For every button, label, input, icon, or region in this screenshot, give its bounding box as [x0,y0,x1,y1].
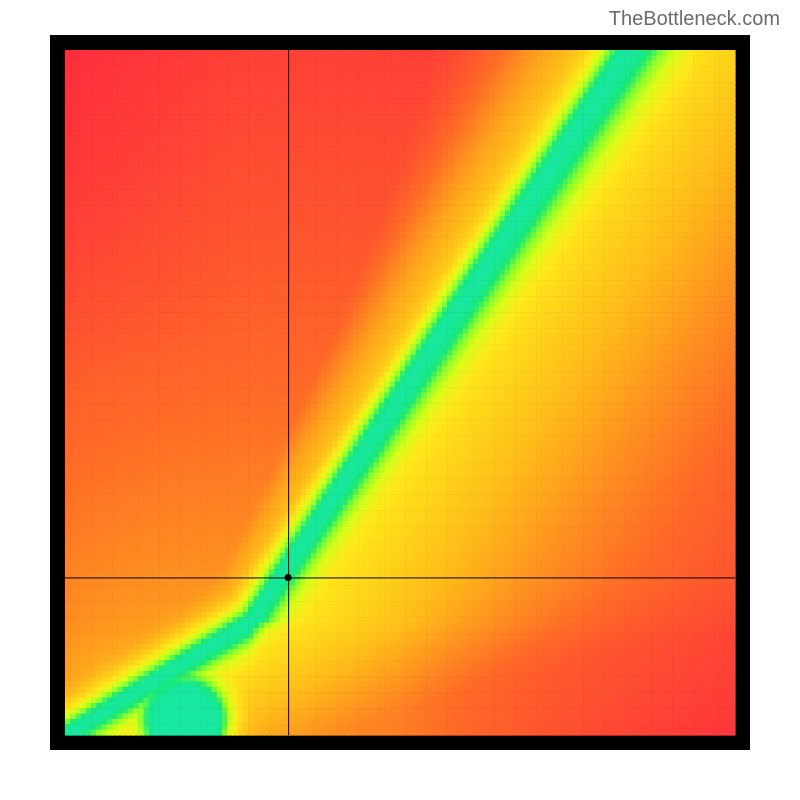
plot-frame [50,35,750,750]
watermark-text: TheBottleneck.com [609,8,780,31]
chart-container: { "watermark": { "text": "TheBottleneck.… [0,0,800,800]
heatmap-canvas-holder [50,35,750,750]
heatmap-canvas [50,35,750,750]
